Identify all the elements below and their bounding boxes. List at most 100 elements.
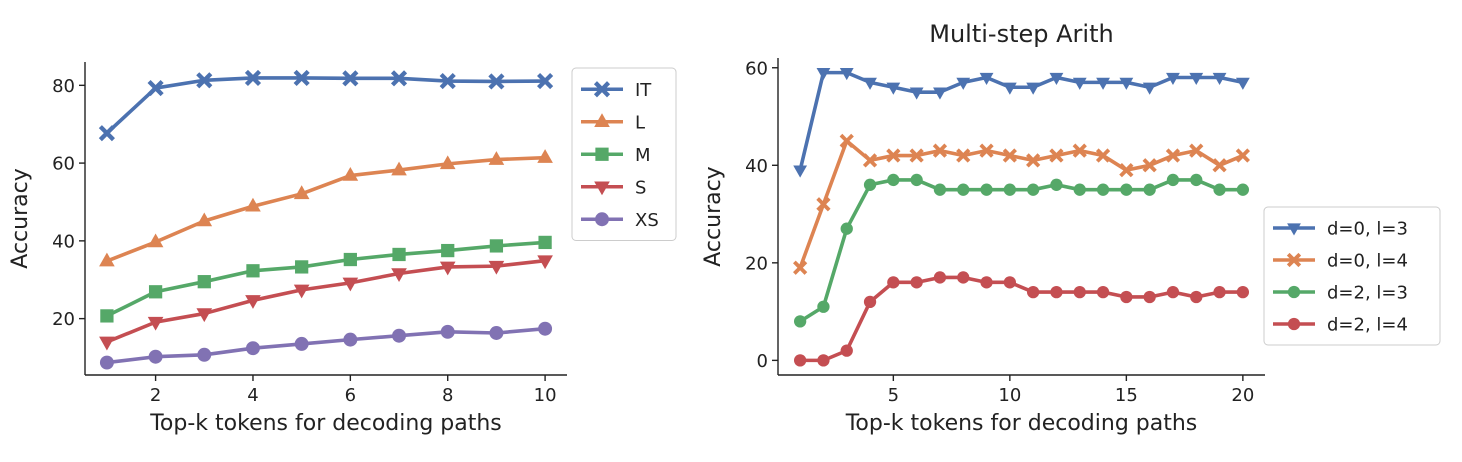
data-point <box>1235 148 1250 163</box>
x-tick-label: 15 <box>1115 385 1138 406</box>
legend-item-m: M <box>581 145 651 166</box>
x-tick-label: 20 <box>1231 385 1254 406</box>
series-line <box>106 155 546 263</box>
data-point <box>887 173 900 187</box>
data-point <box>887 276 900 289</box>
data-point <box>1212 158 1227 173</box>
data-point <box>293 284 310 299</box>
legend-label: d=2, l=3 <box>1327 283 1408 304</box>
data-point <box>293 185 310 200</box>
legend-item-it: IT <box>581 80 652 101</box>
data-point <box>245 341 260 356</box>
data-point <box>1189 143 1204 158</box>
data-point <box>295 260 309 274</box>
data-point <box>538 235 552 250</box>
legend-frame <box>571 67 677 241</box>
data-point <box>488 73 505 90</box>
data-point <box>886 82 901 95</box>
data-point <box>1143 290 1156 304</box>
data-point <box>1002 82 1017 95</box>
data-point <box>440 324 455 339</box>
data-point <box>1120 183 1133 196</box>
data-point <box>909 148 924 163</box>
data-point <box>1212 72 1227 86</box>
data-point <box>863 295 877 308</box>
legend-marker <box>1287 223 1301 236</box>
data-point <box>488 151 505 165</box>
data-point <box>817 300 830 313</box>
series-line <box>106 326 546 365</box>
data-point <box>392 247 406 262</box>
data-point <box>932 143 948 158</box>
data-point <box>293 69 310 87</box>
data-point <box>392 328 407 343</box>
data-point <box>489 326 504 340</box>
data-point <box>956 148 971 163</box>
legend-label: d=0, l=4 <box>1327 251 1408 272</box>
data-point <box>537 149 553 163</box>
legend-label: XS <box>635 210 659 231</box>
data-point <box>793 354 807 367</box>
x-tick-label: 10 <box>534 385 557 406</box>
data-point <box>342 70 359 87</box>
data-point <box>245 295 261 309</box>
data-point <box>343 252 357 267</box>
data-point <box>537 72 554 90</box>
data-point <box>537 255 553 270</box>
data-point <box>910 276 923 289</box>
data-point <box>1027 183 1040 196</box>
data-point <box>1166 285 1180 299</box>
data-point <box>980 276 993 289</box>
data-point <box>863 178 877 191</box>
data-point <box>391 161 407 176</box>
y-tick-label: 20 <box>745 253 768 274</box>
data-point <box>817 354 830 367</box>
data-point <box>147 233 164 248</box>
data-point <box>246 264 260 278</box>
data-point <box>1120 290 1133 304</box>
legend-marker <box>594 181 610 196</box>
series-xs <box>99 321 553 370</box>
legend-marker <box>593 81 611 98</box>
legend-marker <box>1287 285 1301 299</box>
data-point <box>1190 290 1203 304</box>
series-line <box>106 240 546 318</box>
data-point <box>933 183 947 196</box>
data-point <box>1026 153 1041 168</box>
data-point <box>1072 143 1087 158</box>
series-d-0-l-3 <box>793 67 1250 178</box>
data-point <box>979 143 994 158</box>
y-tick-label: 80 <box>52 76 75 97</box>
data-point <box>148 285 163 299</box>
data-point <box>1096 285 1110 299</box>
data-point <box>1049 72 1064 86</box>
data-point <box>1213 285 1226 299</box>
data-point <box>196 72 213 89</box>
data-point <box>1050 285 1063 299</box>
data-point <box>294 336 309 351</box>
series-line <box>798 70 1244 171</box>
chart-title: Multi-step Arith <box>929 20 1113 48</box>
data-point <box>99 355 114 370</box>
legend-label: IT <box>635 80 652 101</box>
legend-item-d-2-l-4: d=2, l=4 <box>1273 315 1408 336</box>
legend-label: d=2, l=4 <box>1327 315 1408 336</box>
data-point <box>1096 183 1110 196</box>
data-point <box>244 69 262 87</box>
series-line <box>106 258 546 344</box>
data-point <box>816 67 831 81</box>
data-point <box>956 77 971 90</box>
data-point <box>1050 178 1063 191</box>
data-point <box>1143 183 1156 196</box>
x-tick-label: 8 <box>442 385 453 406</box>
series-d-2-l-3 <box>793 173 1250 328</box>
data-point <box>979 72 994 86</box>
data-point <box>1236 285 1250 299</box>
data-point <box>1095 148 1111 163</box>
y-tick-label: 40 <box>52 231 75 252</box>
data-point <box>197 275 211 289</box>
legend-marker <box>595 147 609 161</box>
data-point <box>147 79 164 97</box>
data-point <box>98 125 115 142</box>
y-axis-label: Accuracy <box>701 166 726 266</box>
